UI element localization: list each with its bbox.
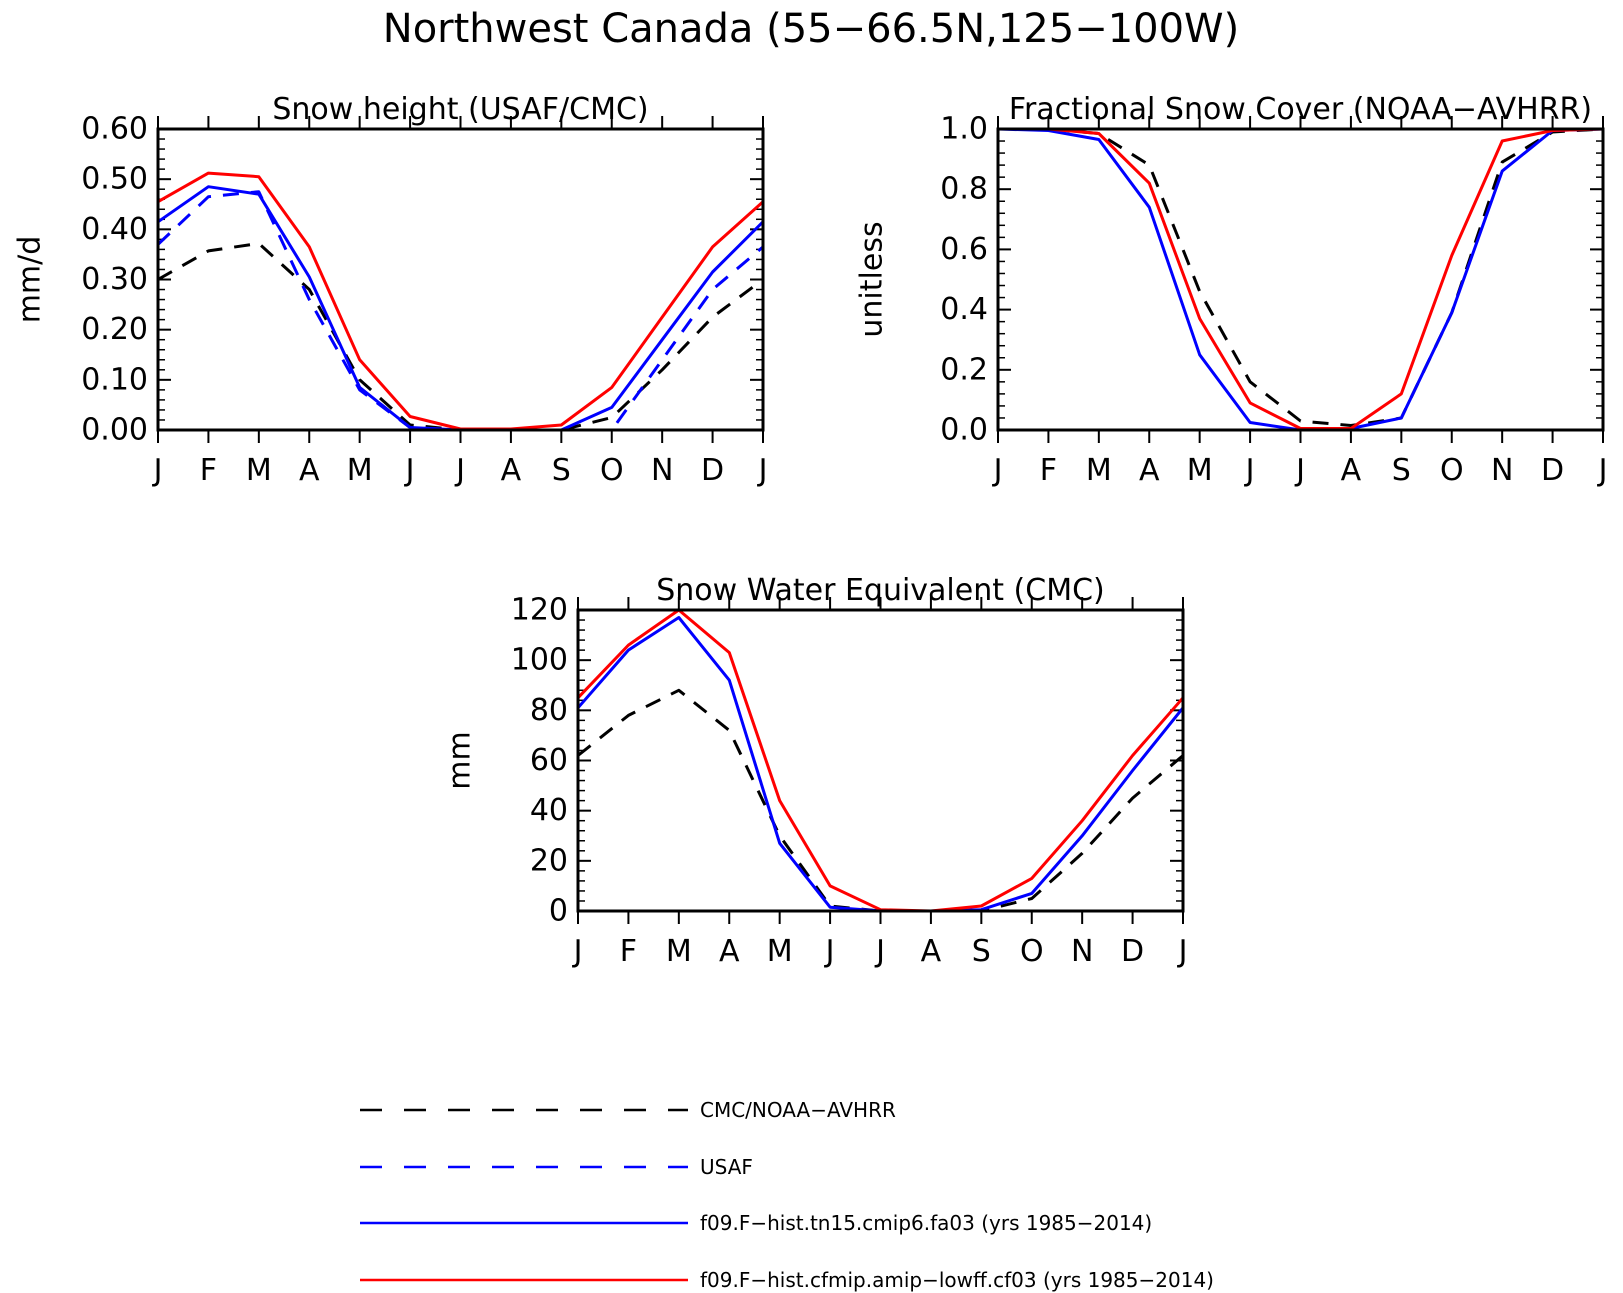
x-tick-label: S <box>1392 453 1411 488</box>
series-line-3 <box>157 185 765 432</box>
x-tick-label: A <box>719 934 740 969</box>
x-tick-label: D <box>1121 934 1144 969</box>
y-tick-label: 60 <box>530 743 568 778</box>
x-tick-label: J <box>1294 453 1305 488</box>
x-tick-label: M <box>246 453 272 488</box>
x-tick-label: J <box>572 934 583 969</box>
x-tick-label: A <box>1139 453 1160 488</box>
y-tick-label: 0.60 <box>81 112 148 147</box>
plot-frame <box>996 127 1605 432</box>
series-line-4 <box>157 171 765 431</box>
x-tick-label: F <box>620 934 637 969</box>
plot-frame <box>576 608 1185 913</box>
chart-panel-2: Fractional Snow Cover (NOAA−AVHRR)unitle… <box>855 92 1608 488</box>
x-tick-label: N <box>1491 453 1513 488</box>
x-tick-label: J <box>454 453 465 488</box>
x-tick-label: O <box>1020 934 1044 969</box>
x-tick-label: M <box>666 934 692 969</box>
y-tick-label: 1.0 <box>940 112 988 147</box>
x-tick-label: S <box>972 934 991 969</box>
x-tick-label: J <box>874 934 885 969</box>
legend: CMC/NOAA−AVHRR USAF f09.F−hist.tn15.cmip6.… <box>360 1098 1214 1292</box>
x-tick-label: M <box>767 934 793 969</box>
y-tick-label: 80 <box>530 693 568 728</box>
x-tick-label: J <box>757 453 768 488</box>
x-tick-label: S <box>552 453 571 488</box>
series-line-3 <box>576 608 1185 913</box>
figure-title: Northwest Canada (55−66.5N,125−100W) <box>383 6 1239 52</box>
series-line-2 <box>576 616 1185 913</box>
legend-label-4: f09.F−hist.cfmip.amip−lowff.cf03 (yrs 19… <box>700 1268 1214 1292</box>
legend-label-2: USAF <box>700 1155 753 1179</box>
x-tick-label: F <box>1040 453 1057 488</box>
x-tick-label: J <box>152 453 163 488</box>
y-axis-label: mm <box>443 731 478 789</box>
y-tick-label: 120 <box>511 593 568 628</box>
y-tick-label: 0.50 <box>81 162 148 197</box>
x-tick-label: J <box>1244 453 1255 488</box>
legend-label-1: CMC/NOAA−AVHRR <box>700 1098 896 1122</box>
legend-label-3: f09.F−hist.tn15.cmip6.fa03 (yrs 1985−201… <box>700 1211 1152 1235</box>
x-tick-label: A <box>299 453 320 488</box>
y-tick-label: 20 <box>530 843 568 878</box>
x-tick-label: J <box>992 453 1003 488</box>
x-tick-label: M <box>1086 453 1112 488</box>
x-tick-label: A <box>921 934 942 969</box>
x-tick-label: O <box>1440 453 1464 488</box>
y-tick-label: 0.2 <box>940 352 988 387</box>
x-tick-label: J <box>1597 453 1608 488</box>
x-tick-label: M <box>1187 453 1213 488</box>
x-tick-label: A <box>1341 453 1362 488</box>
x-tick-label: F <box>200 453 217 488</box>
series-line-2 <box>156 190 764 432</box>
y-tick-label: 0.6 <box>940 232 988 267</box>
chart-panel-1: Snow height (USAF/CMC)mm/d0.000.100.200.… <box>13 92 768 488</box>
series-line-1 <box>577 688 1184 913</box>
y-tick-label: 0.20 <box>81 312 148 347</box>
y-axis-label: mm/d <box>13 236 48 324</box>
series-line-3 <box>998 127 1604 430</box>
y-tick-label: 100 <box>511 643 568 678</box>
x-tick-label: J <box>824 934 835 969</box>
y-tick-label: 0.00 <box>81 413 148 448</box>
series-line-1 <box>157 241 764 432</box>
y-axis-label: unitless <box>855 221 890 337</box>
x-tick-label: A <box>501 453 522 488</box>
y-tick-label: 0.4 <box>940 292 988 327</box>
x-tick-label: J <box>1177 934 1188 969</box>
chart-panel-3: Snow Water Equivalent (CMC)mm02040608010… <box>443 573 1188 969</box>
y-tick-label: 0.30 <box>81 262 148 297</box>
y-tick-label: 40 <box>530 793 568 828</box>
x-tick-label: D <box>1541 453 1564 488</box>
x-tick-label: M <box>347 453 373 488</box>
x-tick-label: N <box>1071 934 1093 969</box>
x-tick-label: D <box>701 453 724 488</box>
y-tick-label: 0.40 <box>81 212 148 247</box>
x-tick-label: J <box>404 453 415 488</box>
x-tick-label: N <box>651 453 673 488</box>
y-tick-label: 0.0 <box>940 413 988 448</box>
series-line-1 <box>998 127 1604 427</box>
y-tick-label: 0.10 <box>81 362 148 397</box>
y-tick-label: 0.8 <box>940 172 988 207</box>
plot-frame <box>156 127 765 432</box>
chart-panels: Snow height (USAF/CMC)mm/d0.000.100.200.… <box>13 92 1608 969</box>
x-tick-label: O <box>600 453 624 488</box>
y-tick-label: 0 <box>549 894 568 929</box>
series-line-2 <box>997 127 1604 432</box>
